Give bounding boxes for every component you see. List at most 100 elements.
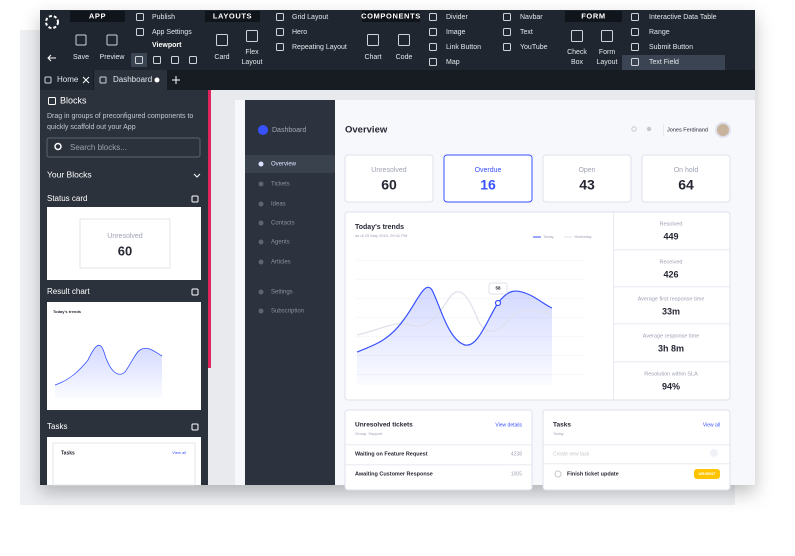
tool-button[interactable]: Text — [520, 29, 533, 36]
ticket-count: 4238 — [511, 451, 522, 457]
tool-button[interactable]: Preview — [100, 54, 126, 61]
icon — [429, 43, 437, 51]
tool-button[interactable]: Submit Button — [649, 44, 693, 51]
nav-item[interactable]: Articles — [271, 260, 291, 266]
side-stat-value: 33m — [662, 306, 680, 316]
trend-line-yesterday — [356, 291, 553, 336]
tab[interactable] — [94, 70, 167, 90]
icon — [191, 288, 199, 296]
tool-button[interactable]: Chart — [364, 54, 381, 61]
tool-button[interactable]: Form Layout — [596, 49, 617, 66]
tool-button[interactable]: Flex Layout — [241, 49, 262, 66]
task-checkbox[interactable] — [554, 470, 562, 478]
tool-button[interactable]: Navbar — [520, 14, 543, 21]
tool-button[interactable]: Card — [214, 54, 229, 61]
nav-item[interactable]: Ideas — [271, 202, 286, 208]
nav-item[interactable]: Contacts — [271, 221, 295, 227]
tool-button[interactable]: Image — [446, 29, 466, 36]
tool-button[interactable]: Interactive Data Table — [649, 14, 717, 21]
tab-label[interactable]: Dashboard — [113, 75, 152, 84]
panel-subtitle: Today — [553, 431, 564, 436]
panel-title: Tasks — [553, 422, 571, 429]
icon — [191, 423, 199, 431]
avatar[interactable] — [715, 122, 731, 138]
nav-item[interactable]: Settings — [271, 290, 293, 296]
tool-button[interactable]: Code — [396, 54, 413, 61]
user-name: Jones Ferdinand — [667, 127, 708, 133]
new-tab[interactable] — [172, 76, 180, 84]
side-stat-label: Average response time — [643, 333, 699, 339]
nav-icon — [258, 161, 264, 167]
icon — [246, 30, 258, 42]
chevron[interactable] — [193, 173, 201, 178]
icon — [136, 13, 144, 21]
icon — [189, 56, 197, 64]
divider — [345, 444, 532, 446]
tool-button[interactable]: Divider — [446, 14, 468, 21]
tool-button[interactable]: Text Field — [649, 59, 679, 66]
panel-subtitle: Group: Support — [355, 431, 383, 436]
icon — [44, 76, 52, 84]
divider — [543, 463, 730, 465]
nav-item[interactable]: Overview — [271, 162, 297, 168]
nav-item[interactable]: Tickets — [271, 182, 290, 188]
tool-button[interactable]: App Settings — [152, 29, 192, 36]
icon — [503, 43, 511, 51]
preview-line — [54, 344, 163, 386]
tab[interactable] — [40, 70, 93, 90]
search-box[interactable] — [46, 137, 201, 158]
divider — [613, 323, 730, 325]
tab-close[interactable] — [82, 76, 90, 84]
task-input: Create new task — [553, 451, 590, 457]
group-label: FORM — [581, 11, 605, 20]
tool-button[interactable]: Map — [446, 59, 460, 66]
back-arrow[interactable] — [47, 54, 56, 62]
nav-item[interactable]: Subscription — [271, 309, 304, 315]
tool-button[interactable]: Range — [649, 29, 670, 36]
panel-link[interactable]: View details — [495, 422, 522, 428]
icon — [276, 28, 284, 36]
icon — [429, 58, 437, 66]
tool-button[interactable]: Grid Layout — [292, 14, 328, 21]
tool-button[interactable]: Save — [73, 54, 89, 61]
side-stat-value: 3h 8m — [658, 343, 684, 353]
add-task[interactable] — [710, 449, 718, 457]
search-icon[interactable] — [631, 126, 637, 132]
tool-button[interactable]: YouTube — [520, 44, 548, 51]
tool-button[interactable]: Link Button — [446, 44, 481, 51]
task-tag — [694, 469, 720, 479]
tool-button[interactable]: Publish — [152, 14, 175, 21]
side-stat-value: 426 — [663, 269, 678, 279]
legend-swatch — [564, 236, 572, 238]
tool-button[interactable]: Repeating Layout — [292, 44, 347, 51]
nav-item[interactable]: Agents — [271, 240, 290, 246]
panel-link[interactable]: View all — [703, 422, 720, 428]
bell-icon[interactable] — [646, 126, 652, 132]
nav-active — [245, 155, 335, 173]
stat-card[interactable] — [542, 154, 632, 203]
stat-card[interactable] — [344, 154, 434, 203]
tool-button[interactable]: Hero — [292, 29, 307, 36]
legend-swatch — [533, 236, 541, 238]
stat-value: 60 — [381, 177, 397, 193]
sidebar-title: Blocks — [60, 95, 87, 105]
icon — [631, 13, 639, 21]
stat-card[interactable] — [641, 154, 731, 203]
nav-icon — [258, 239, 264, 245]
unsaved-dot — [154, 77, 160, 83]
stat-card[interactable] — [443, 154, 533, 203]
stat-label: Unresolved — [371, 167, 407, 174]
divider — [613, 361, 730, 363]
preview-card — [52, 442, 196, 486]
group-header — [205, 11, 260, 22]
divider — [345, 464, 532, 466]
icon — [631, 28, 639, 36]
icon — [99, 76, 107, 84]
icon — [601, 30, 613, 42]
preview-label: Unresolved — [107, 233, 143, 240]
tab-label[interactable]: Home — [57, 75, 79, 84]
brand-logo — [258, 125, 268, 135]
group-header — [362, 11, 420, 22]
side-stat-label: Received — [660, 259, 683, 265]
tool-button[interactable]: Check Box — [567, 49, 587, 66]
